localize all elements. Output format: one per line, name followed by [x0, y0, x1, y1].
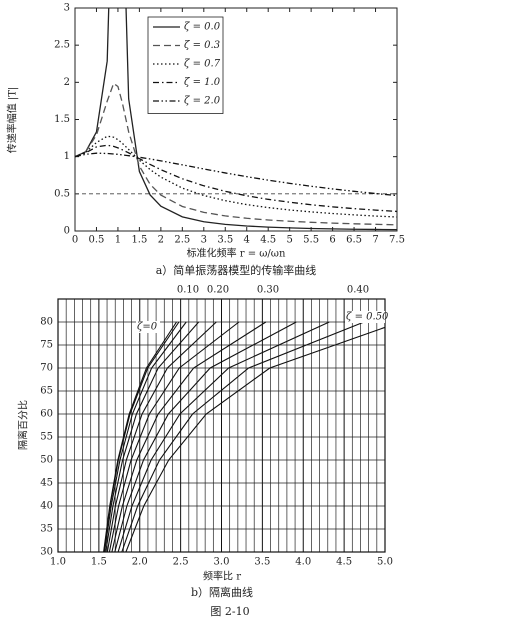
y-tick-label: 0 — [64, 226, 70, 237]
y-tick-label: 0.5 — [54, 188, 70, 199]
curve — [75, 135, 397, 218]
y-tick-label: 50 — [40, 455, 53, 466]
curve — [105, 321, 200, 552]
series-label: 0.10 — [177, 285, 199, 296]
x-tick-label: 4.0 — [295, 557, 311, 568]
curve — [108, 321, 240, 552]
curve — [103, 321, 180, 552]
curve — [111, 321, 267, 552]
series-label: ζ = 0.50 — [346, 312, 389, 323]
y-tick-label: 80 — [40, 317, 53, 328]
x-axis-label: 标准化频率 r = ω/ωn — [187, 247, 286, 260]
legend-box — [147, 16, 224, 114]
x-tick-label: 1.5 — [91, 557, 107, 568]
y-axis-label: 隔离百分比 — [17, 400, 30, 450]
x-tick-label: 4 — [244, 235, 250, 246]
legend-label: ζ = 0.0 — [184, 22, 221, 33]
curve — [75, 144, 397, 213]
x-axis-label: 频率比 r — [203, 570, 241, 583]
curve — [121, 321, 365, 552]
x-tick-label: 7.5 — [389, 235, 405, 246]
curve — [75, 82, 397, 226]
y-tick-label: 35 — [40, 524, 53, 535]
x-tick-label: 5.5 — [303, 235, 319, 246]
y-tick-label: 2.5 — [54, 40, 70, 51]
series-label: 0.30 — [257, 285, 279, 296]
x-tick-label: 1.0 — [50, 557, 66, 568]
series-label: 0.20 — [207, 285, 229, 296]
legend-label: ζ = 0.3 — [184, 40, 220, 51]
x-tick-label: 4.5 — [260, 235, 276, 246]
x-tick-label: 3.0 — [214, 557, 230, 568]
curve — [75, 8, 397, 231]
curve — [114, 321, 297, 552]
legend-label: ζ = 2.0 — [184, 96, 221, 107]
y-tick-label: 1 — [64, 151, 70, 162]
curve — [104, 321, 187, 552]
curve — [106, 321, 217, 552]
legend-label: ζ = 1.0 — [184, 77, 221, 88]
x-tick-label: 1 — [115, 235, 121, 246]
y-tick-label: 1.5 — [54, 114, 70, 125]
y-tick-label: 2 — [64, 77, 70, 88]
x-tick-label: 3.5 — [217, 235, 233, 246]
legend-label: ζ = 0.7 — [184, 59, 221, 70]
x-tick-label: 2.5 — [173, 557, 189, 568]
label-bg — [345, 311, 385, 323]
x-tick-label: 1.5 — [131, 235, 147, 246]
y-tick-label: 65 — [40, 386, 53, 397]
y-tick-label: 55 — [40, 432, 53, 443]
series-group — [75, 8, 397, 231]
label-bg — [136, 321, 160, 333]
y-tick-label: 60 — [40, 409, 53, 420]
y-tick-label: 75 — [40, 340, 53, 351]
figure-caption: 图 2-10 — [210, 605, 249, 618]
series-label: ζ=0 — [137, 322, 158, 333]
y-tick-label: 70 — [40, 363, 53, 374]
x-tick-label: 7 — [372, 235, 378, 246]
y-tick-label: 40 — [40, 501, 53, 512]
x-tick-label: 2.0 — [132, 557, 148, 568]
x-tick-label: 5 — [286, 235, 292, 246]
x-tick-label: 6 — [329, 235, 335, 246]
x-tick-label: 0 — [72, 235, 78, 246]
x-tick-label: 3 — [201, 235, 207, 246]
curve — [125, 326, 385, 552]
x-tick-label: 5.0 — [377, 557, 393, 568]
x-tick-label: 3.5 — [254, 557, 270, 568]
series-group — [103, 321, 385, 552]
caption: b）隔离曲线 — [191, 585, 253, 599]
x-tick-label: 6.5 — [346, 235, 362, 246]
plot-frame — [74, 7, 398, 232]
y-tick-label: 3 — [64, 3, 70, 14]
series-label: 0.40 — [347, 285, 369, 296]
curve — [75, 152, 397, 197]
x-tick-label: 2.5 — [174, 235, 190, 246]
caption: a）简单振荡器模型的传输率曲线 — [156, 263, 317, 277]
y-tick-label: 45 — [40, 478, 53, 489]
x-tick-label: 2 — [158, 235, 164, 246]
y-tick-label: 30 — [40, 547, 53, 558]
x-tick-label: 4.5 — [336, 557, 352, 568]
curve — [117, 321, 330, 552]
y-axis-label: 传递率幅值 |T| — [6, 87, 19, 154]
x-tick-label: 0.5 — [89, 235, 105, 246]
